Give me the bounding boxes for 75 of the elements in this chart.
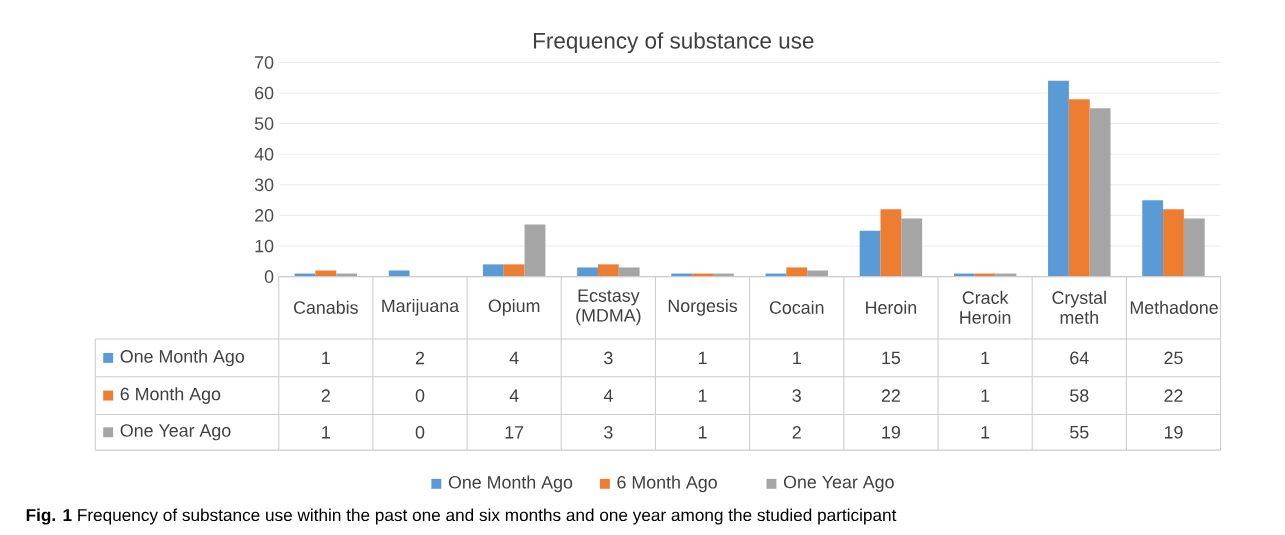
x-tick-label: Heroin <box>866 300 917 314</box>
y-tick-label: 50 <box>254 117 274 130</box>
legend-label: One Year Ago <box>120 424 231 441</box>
data-label: 1 <box>322 425 330 439</box>
x-tick-label: Opium <box>488 298 540 316</box>
data-label: 2 <box>321 389 330 402</box>
data-label: 4 <box>509 351 519 364</box>
data-label: 1 <box>698 425 707 439</box>
text: One Year Ago <box>783 475 894 492</box>
data-label: 25 <box>1164 351 1183 365</box>
y-tick-label: 0 <box>264 270 274 283</box>
data-label: 19 <box>882 425 900 439</box>
data-label: 1 <box>793 351 801 364</box>
bar <box>618 267 640 277</box>
x-tick-label: Cocain <box>769 300 824 314</box>
y-tick-label: 10 <box>255 239 274 253</box>
chart-title: Frequency of substance use <box>533 31 814 53</box>
data-label: 1 <box>322 351 330 364</box>
x-tick-label: Canabis <box>293 300 358 314</box>
bar <box>315 270 337 277</box>
data-label: 2 <box>415 351 425 364</box>
data-label: 19 <box>1164 425 1183 439</box>
data-label: 3 <box>604 351 613 365</box>
bar <box>880 209 902 277</box>
bar <box>901 218 923 277</box>
y-tick-label: 20 <box>255 208 274 222</box>
bar <box>786 267 808 277</box>
legend-label: One Month Ago <box>120 349 245 367</box>
bar <box>524 224 546 277</box>
data-label: 3 <box>604 425 613 439</box>
data-label: 22 <box>881 389 900 402</box>
data-label: 1 <box>698 351 707 364</box>
bar <box>1089 108 1111 277</box>
x-tick-label: Marijuana <box>382 298 460 316</box>
x-tick-label: Methadone <box>1130 300 1218 314</box>
bar <box>597 264 619 277</box>
data-label: 64 <box>1070 351 1089 365</box>
data-label: 1 <box>981 425 990 439</box>
data-label: 1 <box>698 389 707 402</box>
data-label: 17 <box>505 425 524 439</box>
data-label: 15 <box>882 351 901 364</box>
data-label: 2 <box>792 425 801 439</box>
x-tick-label: Ecstasy (MDMA) <box>576 289 641 326</box>
bar <box>1163 209 1184 277</box>
data-label: 55 <box>1070 425 1089 439</box>
text: Fig. 1 Frequency of substance use within the past one and six months and one year among the studied participant <box>26 508 897 525</box>
y-tick-label: 70 <box>255 55 274 69</box>
bar <box>807 270 828 277</box>
bar <box>388 270 410 277</box>
x-tick-label: Crystal meth <box>1052 290 1106 324</box>
text: One Month Ago <box>448 475 573 492</box>
bar <box>1048 80 1069 277</box>
x-tick-label: Crack Heroin <box>960 290 1011 324</box>
data-label: 4 <box>509 389 519 402</box>
bar <box>859 230 881 277</box>
bar <box>482 264 504 277</box>
x-tick-label: Norgesis <box>668 298 738 316</box>
y-tick-label: 40 <box>254 147 274 161</box>
data-label: 1 <box>981 351 990 364</box>
y-tick-label: 30 <box>254 178 274 191</box>
data-label: 4 <box>603 389 613 402</box>
bar <box>1183 218 1205 277</box>
data-label: 58 <box>1070 389 1089 402</box>
data-label: 22 <box>1164 389 1183 402</box>
text: 6 Month Ago <box>617 475 717 492</box>
data-label: 0 <box>415 425 425 439</box>
data-label: 1 <box>981 389 990 402</box>
bar <box>503 264 525 277</box>
data-label: 3 <box>792 389 801 402</box>
bar <box>577 267 598 277</box>
legend-label: 6 Month Ago <box>120 387 221 404</box>
bar <box>1068 99 1090 277</box>
y-tick-label: 60 <box>255 86 274 100</box>
bar <box>1142 199 1164 277</box>
data-label: 0 <box>415 389 425 402</box>
